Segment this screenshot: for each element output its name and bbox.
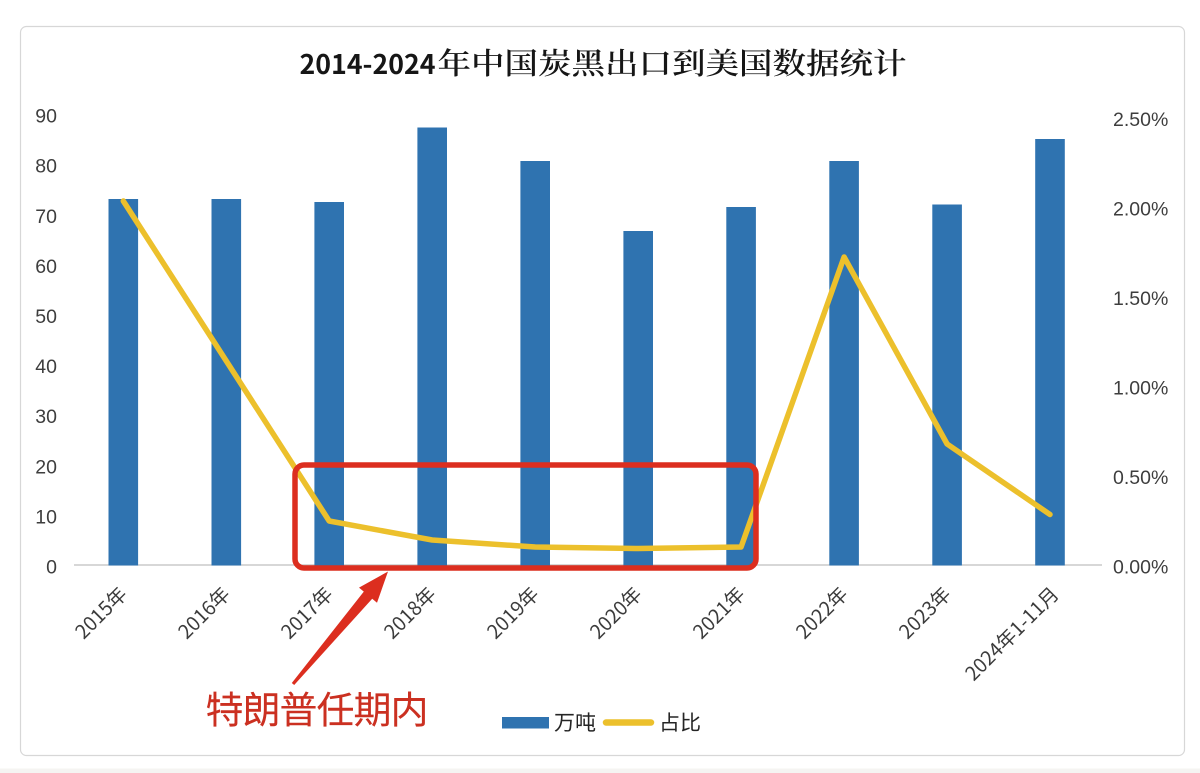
svg-text:1.50%: 1.50% bbox=[1113, 288, 1168, 310]
svg-text:2.00%: 2.00% bbox=[1113, 199, 1168, 221]
svg-text:40: 40 bbox=[35, 356, 57, 378]
svg-text:20: 20 bbox=[35, 456, 57, 478]
svg-text:50: 50 bbox=[35, 306, 57, 328]
svg-text:80: 80 bbox=[35, 156, 57, 178]
svg-text:90: 90 bbox=[35, 106, 57, 128]
svg-text:30: 30 bbox=[35, 406, 57, 428]
svg-text:1.00%: 1.00% bbox=[1113, 378, 1168, 400]
svg-text:0.50%: 0.50% bbox=[1113, 467, 1168, 489]
svg-text:2.50%: 2.50% bbox=[1113, 109, 1168, 131]
svg-text:0: 0 bbox=[46, 557, 57, 579]
svg-text:10: 10 bbox=[35, 506, 57, 528]
svg-text:70: 70 bbox=[35, 206, 57, 228]
svg-text:60: 60 bbox=[35, 256, 57, 278]
svg-text:0.00%: 0.00% bbox=[1113, 557, 1168, 579]
